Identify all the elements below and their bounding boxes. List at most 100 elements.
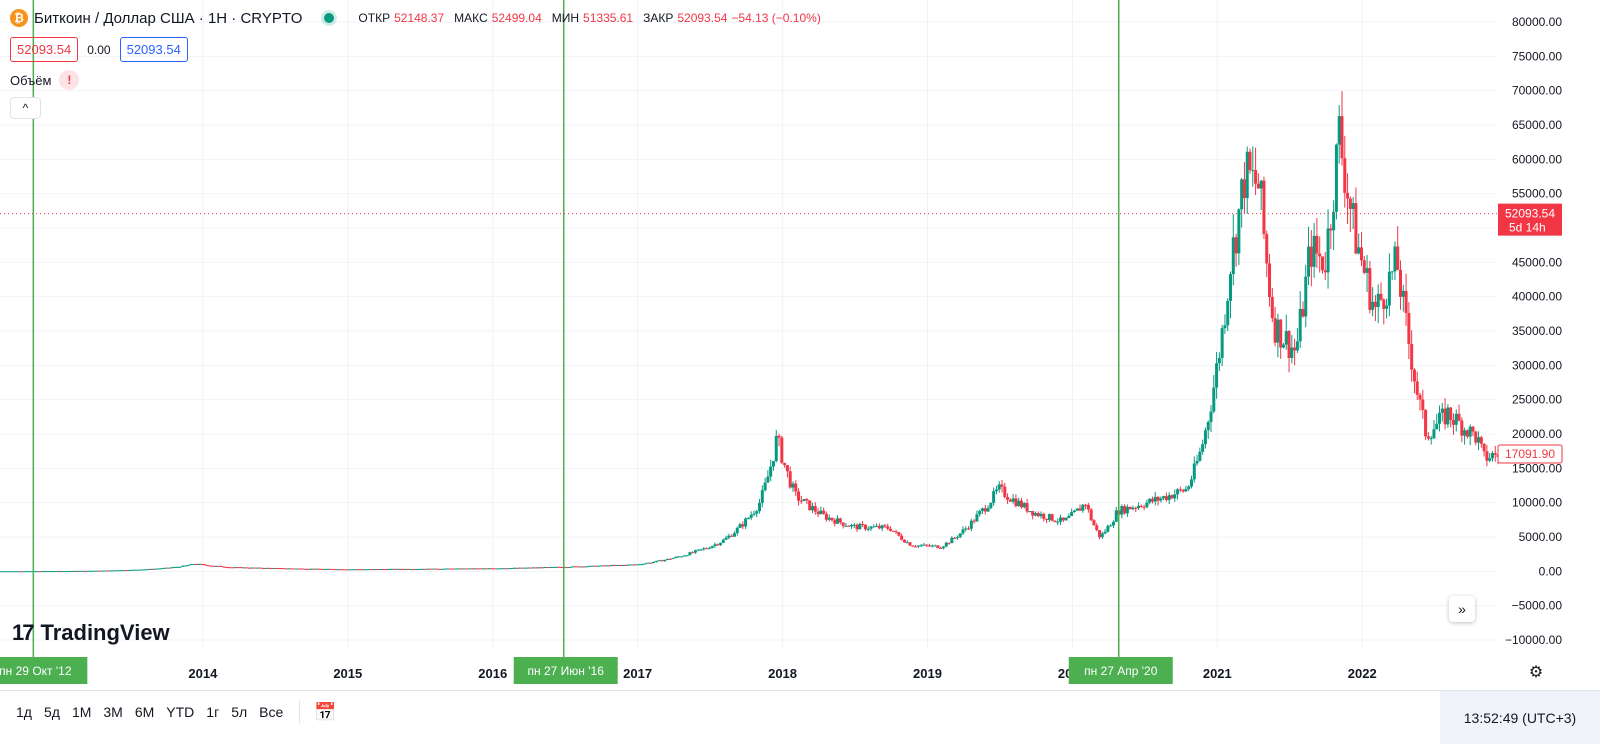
range-1m[interactable]: 1М	[71, 704, 92, 720]
range-1y[interactable]: 1г	[206, 704, 220, 720]
candle-body	[735, 527, 739, 534]
candle-body	[117, 570, 121, 572]
candle-body	[1340, 116, 1344, 159]
range-6m[interactable]: 6М	[134, 704, 155, 720]
candle-body	[629, 564, 633, 566]
candle-body	[1382, 299, 1386, 309]
candle-body	[328, 568, 332, 570]
candle-body	[521, 567, 525, 569]
candle-body	[554, 566, 558, 568]
clock-timezone[interactable]: 13:52:49 (UTC+3)	[1440, 691, 1600, 744]
candle-body	[91, 570, 95, 572]
candle-body	[819, 510, 823, 515]
candle-body	[1446, 407, 1450, 425]
candle-body	[607, 565, 611, 567]
candle-body	[1206, 421, 1210, 431]
candle-body	[1376, 293, 1380, 307]
candle-body	[1162, 496, 1166, 499]
candle-body	[1003, 486, 1007, 497]
candle-body	[788, 471, 792, 488]
candle-body	[699, 549, 703, 551]
candle-body	[320, 568, 324, 570]
candle-body	[939, 547, 943, 549]
candle-body	[1465, 430, 1469, 437]
candle-body	[1307, 246, 1311, 277]
candle-body	[1295, 341, 1299, 351]
candle-body	[576, 566, 580, 568]
tradingview-logo[interactable]: 17 TradingView	[12, 620, 170, 646]
candle-body	[1031, 511, 1035, 516]
price-axis-label: 20000.00	[1512, 427, 1562, 441]
candle-body	[721, 539, 725, 543]
candle-body	[287, 568, 291, 570]
open-label: ОТКР	[358, 11, 391, 25]
candle-body	[613, 565, 617, 567]
candle-body	[1318, 253, 1322, 257]
candle-body	[710, 546, 714, 549]
bitcoin-icon: ₿	[10, 9, 28, 27]
candle-body	[911, 545, 915, 547]
candle-body	[1229, 274, 1233, 301]
candle-body	[579, 566, 583, 568]
symbol-title[interactable]: Биткоин / Доллар США · 1Н · CRYPTO	[34, 9, 303, 27]
candle-body	[883, 525, 887, 527]
candle-body	[1084, 504, 1088, 506]
price-axis-label: 70000.00	[1512, 84, 1562, 98]
candle-body	[234, 567, 238, 569]
candle-body	[1493, 453, 1497, 455]
candle-body	[231, 567, 235, 569]
candle-body	[1449, 407, 1453, 420]
price-axis-label: 35000.00	[1512, 324, 1562, 338]
candle-body	[451, 568, 455, 570]
candle-body	[509, 568, 513, 570]
candle-body	[295, 568, 299, 570]
collapse-legend-button[interactable]: ^	[10, 97, 41, 119]
candle-body	[941, 546, 945, 549]
scroll-to-realtime-button[interactable]: »	[1449, 596, 1475, 622]
price-axis-label: 80000.00	[1512, 15, 1562, 29]
time-axis-label: 2019	[913, 666, 942, 681]
candle-body	[1259, 180, 1263, 189]
candle-body	[1468, 426, 1472, 437]
candle-body	[1198, 451, 1202, 461]
time-marker-label: пн 29 Окт '12	[0, 664, 72, 678]
candle-body	[663, 559, 667, 562]
candle-body	[738, 524, 742, 528]
range-ytd[interactable]: YTD	[166, 704, 195, 720]
price-chart[interactable]: 80000.00 75000.00 70000.00 65000.00 60000.00…	[0, 0, 1600, 690]
candle-body	[1251, 170, 1255, 172]
candle-body	[289, 568, 293, 570]
range-3m[interactable]: 3М	[103, 704, 123, 720]
range-5d[interactable]: 5д	[43, 704, 60, 720]
candle-body	[470, 568, 474, 570]
candle-body	[370, 569, 374, 571]
candle-body	[760, 490, 764, 503]
candle-body	[741, 524, 745, 527]
volume-label[interactable]: Объём	[10, 72, 52, 88]
scale-settings-button[interactable]: ⚙	[1526, 662, 1546, 682]
candle-body	[103, 570, 107, 572]
range-1d[interactable]: 1д	[16, 704, 32, 720]
candle-body	[52, 571, 56, 573]
sell-price-button[interactable]: 52093.54	[10, 37, 79, 62]
candle-body	[454, 568, 458, 570]
candle-body	[1011, 498, 1015, 502]
candle-body	[972, 520, 976, 522]
candle-body	[783, 462, 787, 466]
candle-body	[97, 570, 101, 572]
candle-body	[958, 533, 962, 538]
candle-body	[889, 528, 893, 531]
candle-body	[1435, 423, 1439, 430]
candle-body	[1240, 179, 1244, 210]
candle-body	[1371, 301, 1375, 310]
range-5y[interactable]: 5л	[231, 704, 248, 720]
market-status-icon[interactable]	[324, 13, 335, 23]
buy-price-button[interactable]: 52093.54	[119, 37, 188, 62]
warning-icon[interactable]: !	[59, 70, 80, 90]
candle-body	[253, 567, 257, 569]
range-all[interactable]: Все	[259, 704, 284, 720]
candle-body	[13, 571, 17, 573]
candle-body	[236, 567, 240, 569]
calendar-goto-icon[interactable]: 📅	[314, 701, 337, 722]
candle-body	[588, 565, 592, 567]
